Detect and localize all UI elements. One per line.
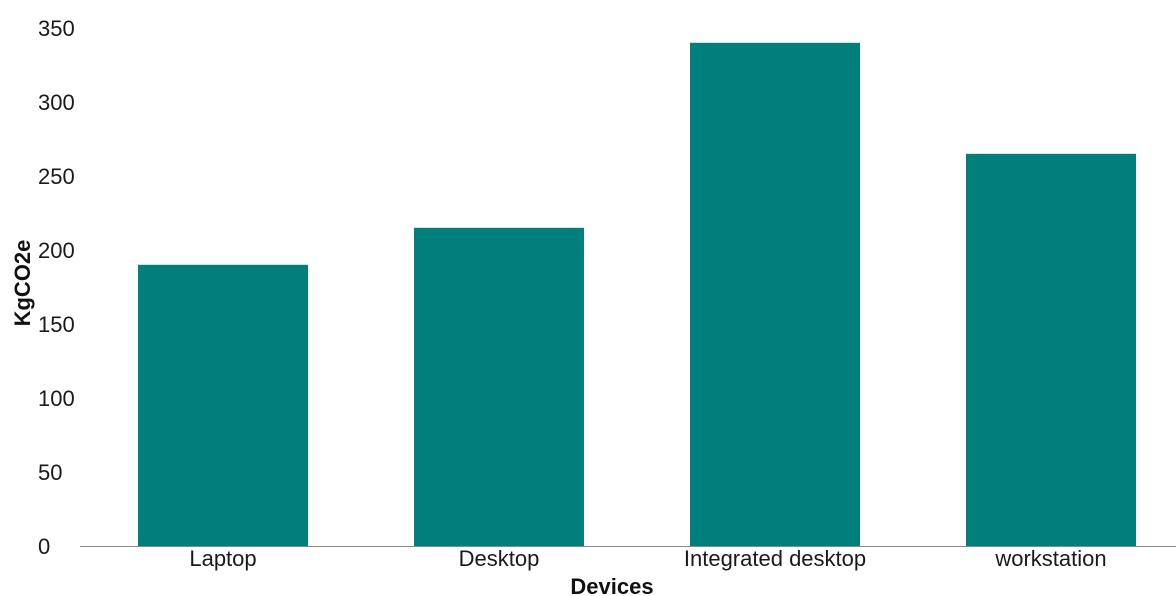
x-tick-label: workstation: [994, 546, 1106, 571]
y-tick-label: 200: [38, 238, 75, 263]
x-tick-label: Integrated desktop: [684, 546, 866, 571]
y-tick-label: 300: [38, 90, 75, 115]
y-axis-ticks: 0 50 100 150 200 250 300 350: [38, 16, 75, 559]
bar: [138, 264, 308, 546]
y-tick-label: 50: [38, 460, 62, 485]
y-tick-label: 350: [38, 16, 75, 41]
y-tick-label: 100: [38, 386, 75, 411]
y-axis-title: KgCO2e: [10, 240, 35, 327]
bar: [966, 153, 1136, 547]
x-axis-title: Devices: [570, 574, 653, 596]
bar: [690, 42, 860, 547]
x-tick-label: Laptop: [189, 546, 256, 571]
x-axis-ticks: Laptop Desktop Integrated desktop workstati…: [189, 546, 1106, 571]
y-tick-label: 0: [38, 534, 50, 559]
y-tick-label: 250: [38, 164, 75, 189]
y-tick-label: 150: [38, 312, 75, 337]
bar: [414, 227, 584, 547]
x-tick-label: Desktop: [459, 546, 540, 571]
bars: [138, 42, 1136, 547]
